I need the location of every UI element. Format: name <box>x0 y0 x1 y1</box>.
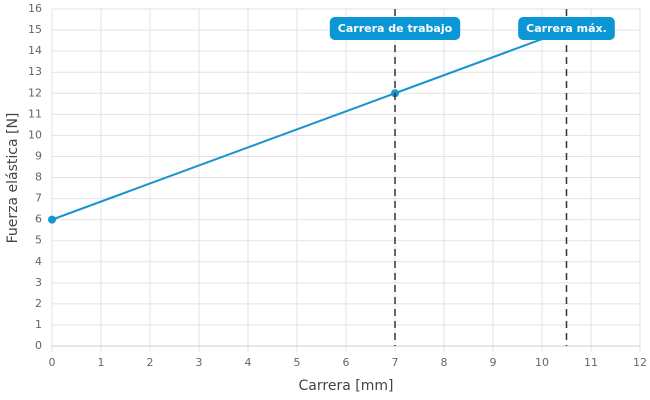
y-tick-label: 2 <box>35 297 42 310</box>
x-tick-label: 9 <box>490 356 497 369</box>
x-tick-label: 11 <box>584 356 598 369</box>
y-tick-label: 1 <box>35 318 42 331</box>
x-tick-label: 5 <box>294 356 301 369</box>
annotation-label: Carrera máx. <box>518 17 615 40</box>
line <box>51 29 567 221</box>
y-tick-label: 8 <box>35 171 42 184</box>
x-tick-label: 3 <box>196 356 203 369</box>
y-tick-label: 11 <box>28 107 42 120</box>
y-tick-label: 10 <box>28 128 42 141</box>
y-tick-label: 9 <box>35 149 42 162</box>
y-tick-label: 14 <box>28 44 42 57</box>
y-tick-label: 12 <box>28 86 42 99</box>
annotation-box <box>329 17 461 40</box>
x-tick-label: 10 <box>535 356 549 369</box>
y-tick-label: 3 <box>35 276 42 289</box>
x-axis-title: Carrera [mm] <box>299 378 394 394</box>
x-tick-label: 12 <box>633 356 647 369</box>
y-tick-label: 0 <box>35 339 42 352</box>
x-tick-label: 1 <box>98 356 105 369</box>
annotation-text: Carrera de trabajo <box>338 22 453 35</box>
x-tick-label: 2 <box>147 356 154 369</box>
y-axis-title: Fuerza elástica [N] <box>5 113 21 244</box>
annotation-label: Carrera de trabajo <box>329 17 461 40</box>
x-tick-label: 4 <box>245 356 252 369</box>
y-tick-label: 15 <box>28 23 42 36</box>
x-tick-label: 0 <box>49 356 56 369</box>
y-tick-label: 4 <box>35 255 42 268</box>
annotation-text: Carrera máx. <box>526 22 607 35</box>
annotation-box <box>518 17 615 40</box>
point <box>48 215 56 224</box>
y-tick-label: 13 <box>28 65 42 78</box>
y-tick-label: 16 <box>28 2 42 15</box>
y-tick-label: 5 <box>35 234 42 247</box>
y-tick-label: 6 <box>35 213 42 226</box>
x-tick-label: 7 <box>392 356 399 369</box>
x-tick-label: 6 <box>343 356 350 369</box>
y-tick-label: 7 <box>35 192 42 205</box>
x-tick-label: 8 <box>441 356 448 369</box>
